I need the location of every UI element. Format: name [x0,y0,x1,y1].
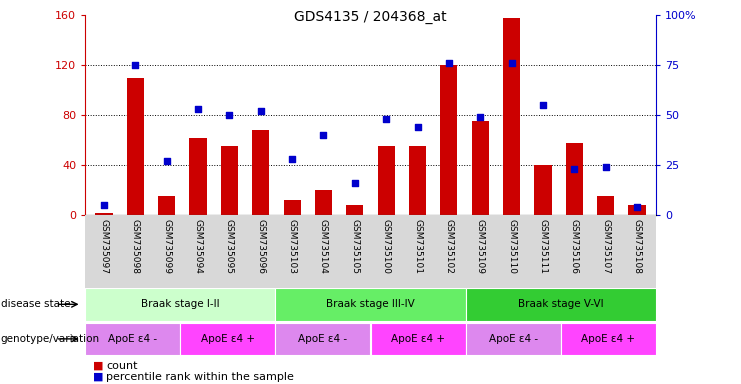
Text: GSM735095: GSM735095 [225,219,234,274]
Text: ■: ■ [93,372,103,382]
Point [599,164,611,170]
Bar [565,143,583,215]
Point [568,166,580,172]
Bar [252,130,270,215]
Bar [96,213,113,215]
Bar [534,165,551,215]
Text: GSM735104: GSM735104 [319,219,328,273]
Text: GDS4135 / 204368_at: GDS4135 / 204368_at [294,10,447,23]
Bar [221,146,238,215]
Bar [465,288,656,321]
Text: GSM735103: GSM735103 [288,219,296,274]
Text: Braak stage V-VI: Braak stage V-VI [518,299,603,310]
Point [130,62,142,68]
Text: GSM735097: GSM735097 [99,219,108,274]
Bar [378,146,395,215]
Text: Braak stage III-IV: Braak stage III-IV [326,299,415,310]
Text: GSM735102: GSM735102 [445,219,453,273]
Text: GSM735111: GSM735111 [539,219,548,274]
Bar [440,65,457,215]
Text: GSM735094: GSM735094 [193,219,202,273]
Bar [597,196,614,215]
Bar [471,121,489,215]
Point [98,202,110,208]
Text: ApoE ε4 +: ApoE ε4 + [201,334,255,344]
Point [537,102,549,108]
Text: GSM735098: GSM735098 [131,219,140,274]
Text: GSM735106: GSM735106 [570,219,579,274]
Bar [180,323,276,355]
Bar [276,288,465,321]
Point [505,60,517,66]
Point [255,108,267,114]
Text: GSM735105: GSM735105 [350,219,359,274]
Bar [315,190,332,215]
Point [318,132,330,138]
Text: ApoE ε4 +: ApoE ε4 + [391,334,445,344]
Point [192,106,204,112]
Bar [190,138,207,215]
Text: GSM735109: GSM735109 [476,219,485,274]
Bar [85,288,276,321]
Text: genotype/variation: genotype/variation [1,334,100,344]
Bar [465,323,561,355]
Point [443,60,455,66]
Point [631,204,643,210]
Point [161,158,173,164]
Bar [276,323,370,355]
Bar [561,323,656,355]
Bar [346,205,363,215]
Bar [628,205,645,215]
Bar [85,323,180,355]
Bar [503,18,520,215]
Text: GSM735100: GSM735100 [382,219,391,274]
Text: GSM735096: GSM735096 [256,219,265,274]
Text: Braak stage I-II: Braak stage I-II [141,299,219,310]
Text: ApoE ε4 -: ApoE ε4 - [108,334,157,344]
Text: ApoE ε4 -: ApoE ε4 - [488,334,538,344]
Point [224,112,236,118]
Bar [284,200,301,215]
Text: GSM735107: GSM735107 [601,219,610,274]
Text: GSM735108: GSM735108 [633,219,642,274]
Bar [370,323,465,355]
Text: ■: ■ [93,361,103,371]
Bar [127,78,144,215]
Bar [158,196,176,215]
Point [349,180,361,186]
Text: ApoE ε4 -: ApoE ε4 - [299,334,348,344]
Point [286,156,298,162]
Point [380,116,392,122]
Point [411,124,423,130]
Text: GSM735099: GSM735099 [162,219,171,274]
Text: GSM735110: GSM735110 [507,219,516,274]
Text: disease state: disease state [1,299,70,310]
Text: GSM735101: GSM735101 [413,219,422,274]
Bar [409,146,426,215]
Point [474,114,486,120]
Text: percentile rank within the sample: percentile rank within the sample [106,372,294,382]
Text: ApoE ε4 +: ApoE ε4 + [581,334,635,344]
Text: count: count [106,361,138,371]
